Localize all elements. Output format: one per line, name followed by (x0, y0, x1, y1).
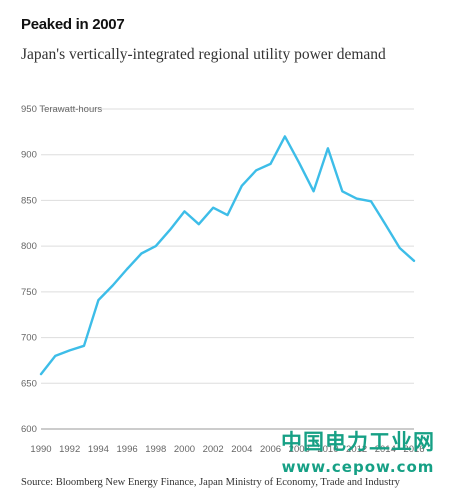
watermark-url: www.cepow.com (281, 458, 435, 476)
chart-source: Source: Bloomberg New Energy Finance, Ja… (21, 477, 400, 488)
y-tick-label: 900 (21, 150, 37, 161)
x-tick-label: 2012 (346, 444, 367, 455)
x-tick-label: 2006 (260, 444, 281, 455)
y-tick-label: 950 Terawatt-hours (21, 104, 102, 115)
series-line (39, 135, 416, 376)
x-tick-label: 2002 (203, 444, 224, 455)
y-tick-label: 850 (21, 195, 37, 206)
y-tick-label: 800 (21, 241, 37, 252)
x-tick-label: 2016 (403, 444, 424, 455)
x-tick-label: 2014 (375, 444, 396, 455)
x-tick-label: 2004 (231, 444, 252, 455)
x-tick-label: 1998 (145, 444, 166, 455)
x-tick-label: 2010 (317, 444, 338, 455)
watermark: 中国电力工业网 www.cepow.com (268, 426, 448, 476)
x-tick-label: 1996 (117, 444, 138, 455)
y-tick-label: 750 (21, 287, 37, 298)
watermark-chinese: 中国电力工业网 (281, 430, 435, 454)
y-tick-label: 600 (21, 424, 37, 435)
x-tick-label: 1994 (88, 444, 109, 455)
y-axis-label: Terawatt-hours (39, 104, 102, 115)
x-tick-label: 2008 (289, 444, 310, 455)
chart-title: Peaked in 2007 (21, 16, 125, 33)
x-tick-label: 1990 (30, 444, 51, 455)
x-tick-label: 2000 (174, 444, 195, 455)
y-tick-label: 650 (21, 378, 37, 389)
y-tick-label: 700 (21, 333, 37, 344)
chart-subtitle: Japan's vertically-integrated regional u… (21, 46, 386, 63)
x-tick-label: 1992 (59, 444, 80, 455)
